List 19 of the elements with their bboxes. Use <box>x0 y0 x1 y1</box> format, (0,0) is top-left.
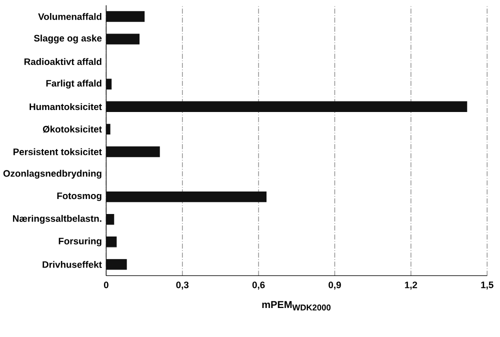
x-tick-label: 0,3 <box>176 282 189 290</box>
y-tick-label: Humantoksicitet <box>30 103 102 110</box>
x-tick-label: 1,2 <box>405 282 418 290</box>
x-tick-label: 1,5 <box>481 282 494 290</box>
y-tick-label: Radioaktivt affald <box>24 58 102 66</box>
x-tick-label: 0 <box>104 282 108 288</box>
y-tick-label: Forsuring <box>58 238 102 246</box>
y-tick-label: Fotosmog <box>57 192 102 202</box>
y-tick-label: Ozonlagsnedbrydning <box>3 170 102 179</box>
x-axis-title: mPEM$_{WDK2000}$ <box>262 301 331 311</box>
y-tick-label: Næringssaltbelastn. <box>13 215 102 224</box>
x-tick-label: 0,6 <box>252 282 265 290</box>
x-tick-label: 0,9 <box>328 282 341 290</box>
y-tick-label: Volumenaffald <box>38 13 102 20</box>
y-tick-label: Farligt affald <box>46 80 102 89</box>
y-tick-label: Økotoksicitet <box>42 126 102 133</box>
y-tick-label: Slagge og aske <box>34 34 102 44</box>
y-tick-label: Drivhuseffekt <box>42 261 102 268</box>
y-tick-label: Persistent toksicitet <box>14 148 102 156</box>
